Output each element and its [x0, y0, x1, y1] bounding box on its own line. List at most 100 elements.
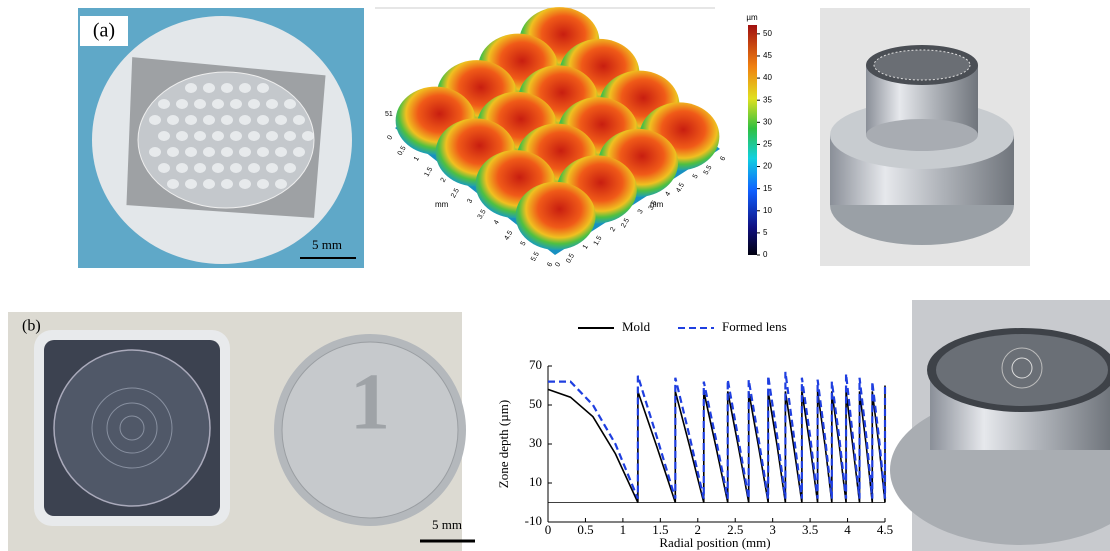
x-tick-label: 6 — [546, 261, 554, 268]
lens-dot — [248, 99, 260, 109]
lens-dot — [185, 115, 197, 125]
x-tick-label: 2.5 — [727, 522, 743, 537]
lens-dot — [239, 83, 251, 93]
lens-dot — [275, 179, 287, 189]
lens-dot — [257, 147, 269, 157]
lens-dot — [266, 163, 278, 173]
colorbar-unit: µm — [746, 13, 758, 22]
x-tick-label: 5.5 — [530, 251, 541, 263]
lens-dot — [167, 179, 179, 189]
y-tick-label: 30 — [529, 435, 542, 450]
x-tick-label: 4.5 — [877, 522, 893, 537]
lens-dot — [158, 163, 170, 173]
lens-dot — [158, 99, 170, 109]
lens-dot — [230, 99, 242, 109]
colorbar-tick-label: 35 — [763, 95, 772, 104]
lens-dot — [176, 99, 188, 109]
colorbar-tick-label: 40 — [763, 73, 772, 82]
x-tick-label: 4 — [493, 219, 501, 226]
lens-dot — [266, 131, 278, 141]
lens-dot — [194, 99, 206, 109]
lens-dot — [248, 131, 260, 141]
series-line — [548, 372, 885, 499]
y-tick-label: 4 — [664, 191, 672, 198]
colorbar-tick-label: 10 — [763, 206, 772, 215]
lens-dot — [176, 131, 188, 141]
photo-mold-a — [820, 8, 1030, 266]
lens-dot — [257, 115, 269, 125]
lens-dot — [185, 147, 197, 157]
colorbar-tick-label: 20 — [763, 162, 772, 171]
lens-dot — [176, 163, 188, 173]
x-unit: mm — [435, 200, 449, 209]
y-tick-label: 1.5 — [593, 235, 604, 247]
colorbar-tick-label: 5 — [763, 228, 768, 237]
figure: (a) 5 mm 51 mm mm µm 00.511.522.533.544.… — [0, 0, 1110, 551]
lens-dot — [194, 163, 206, 173]
panel-label: (b) — [22, 318, 41, 335]
lens-dot — [239, 179, 251, 189]
colorbar-tick-label: 15 — [763, 184, 772, 193]
y-tick-label: 4.5 — [675, 182, 686, 194]
x-tick-label: 0 — [386, 134, 394, 141]
lens-dot — [221, 115, 233, 125]
x-tick-label: 1.5 — [652, 522, 668, 537]
y-axis-label: Zone depth (µm) — [496, 400, 511, 488]
lens-dot — [149, 115, 161, 125]
colorbar-tick-label: 45 — [763, 51, 772, 60]
colorbar-tick-label: 50 — [763, 29, 772, 38]
colorbar-tick-label: 25 — [763, 140, 772, 149]
lens-dot — [284, 163, 296, 173]
y-tick-label: 50 — [529, 396, 542, 411]
x-tick-label: 0 — [545, 522, 552, 537]
y-tick-label: 70 — [529, 357, 542, 372]
x-tick-label: 2 — [695, 522, 702, 537]
x-tick-label: 0.5 — [397, 145, 408, 157]
y-tick-label: 5 — [692, 173, 700, 180]
lens-dot — [266, 99, 278, 109]
x-tick-label: 3.5 — [802, 522, 818, 537]
x-tick-label: 2 — [440, 177, 448, 184]
lens-dot — [212, 163, 224, 173]
x-tick-label: 4.5 — [503, 230, 514, 242]
surface-dome — [516, 182, 596, 250]
x-tick-label: 4 — [844, 522, 851, 537]
lens-dot — [158, 131, 170, 141]
z-label: 51 — [385, 111, 393, 118]
lens-dot — [239, 115, 251, 125]
lens-dot — [167, 115, 179, 125]
colorbar-tick-label: 0 — [763, 250, 768, 259]
lens-dot — [257, 83, 269, 93]
y-tick-label: 0.5 — [565, 252, 576, 264]
lens-dot — [293, 147, 305, 157]
lens-dot — [221, 83, 233, 93]
photo-lens-array: (a) 5 mm — [78, 8, 364, 268]
lens-dot — [203, 179, 215, 189]
y-tick-label: 10 — [529, 474, 542, 489]
y-tick-label: 6 — [719, 155, 727, 162]
lens-dot — [284, 131, 296, 141]
y-tick-label: -10 — [525, 513, 542, 528]
lens-dot — [230, 131, 242, 141]
lens-dot — [221, 179, 233, 189]
photo-mold-b — [890, 300, 1110, 551]
chart: Radial position (mm) Zone depth (µm) -10… — [496, 319, 893, 550]
lens-dot — [221, 147, 233, 157]
lens-dot — [167, 147, 179, 157]
x-tick-label: 5 — [520, 240, 528, 247]
scale-bar-label: 5 mm — [432, 517, 462, 532]
panel-label: (a) — [93, 20, 115, 42]
lens-dot — [203, 147, 215, 157]
lens-dot — [275, 115, 287, 125]
lens-dot — [149, 147, 161, 157]
x-tick-label: 3 — [466, 198, 474, 205]
lens-dot — [194, 131, 206, 141]
x-tick-label: 1 — [413, 156, 421, 163]
y-tick-label: 3 — [637, 208, 645, 215]
y-tick-label: 5.5 — [703, 164, 714, 176]
lens-dot — [257, 179, 269, 189]
y-tick-label: 1 — [582, 244, 590, 251]
x-tick-label: 1.5 — [423, 166, 434, 178]
lens-dot — [302, 131, 314, 141]
